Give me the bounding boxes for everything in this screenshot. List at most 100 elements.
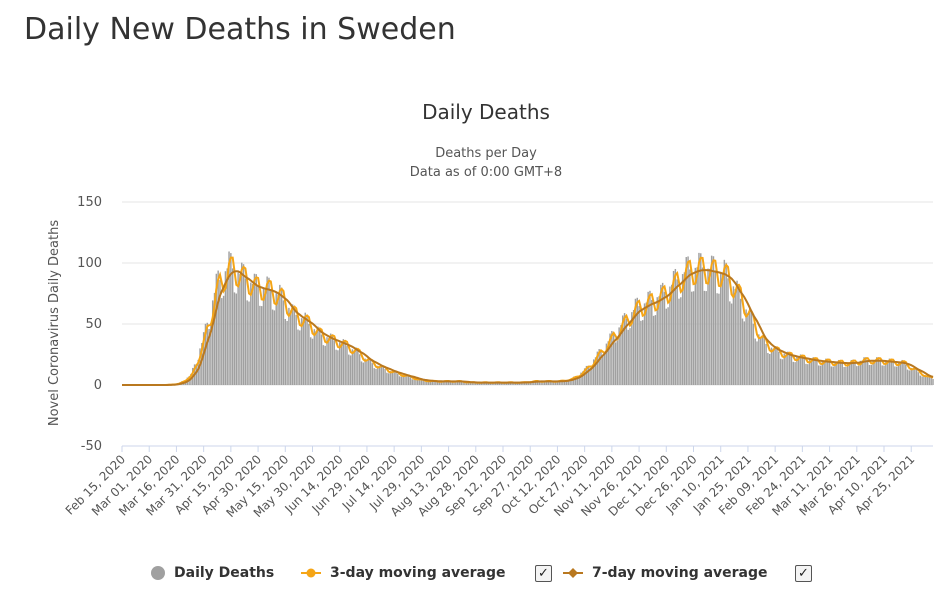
daily-deaths-bar bbox=[485, 382, 488, 385]
daily-deaths-bar bbox=[219, 279, 221, 385]
daily-deaths-bar bbox=[649, 290, 651, 385]
daily-deaths-bar bbox=[600, 350, 602, 385]
checkbox-7day-average[interactable]: ✓ bbox=[795, 565, 812, 582]
daily-deaths-bar bbox=[213, 292, 216, 385]
daily-deaths-bar bbox=[373, 368, 375, 385]
daily-deaths-bar bbox=[848, 362, 851, 385]
daily-deaths-bar bbox=[752, 323, 755, 385]
daily-deaths-bar bbox=[280, 287, 283, 385]
daily-deaths-bar bbox=[768, 353, 771, 385]
daily-deaths-bar bbox=[803, 358, 805, 385]
daily-deaths-bar bbox=[275, 293, 277, 385]
daily-deaths-bar bbox=[406, 375, 408, 385]
daily-deaths-bar bbox=[533, 380, 535, 385]
daily-deaths-bar bbox=[514, 382, 517, 385]
daily-deaths-bar bbox=[475, 382, 477, 385]
daily-deaths-bar bbox=[620, 325, 622, 385]
daily-deaths-bar bbox=[923, 375, 925, 385]
daily-deaths-bar bbox=[714, 270, 717, 385]
daily-deaths-bar bbox=[932, 378, 934, 385]
daily-deaths-bar bbox=[574, 376, 577, 385]
daily-deaths-bar bbox=[391, 371, 394, 385]
daily-deaths-bar bbox=[718, 293, 720, 385]
daily-deaths-bar bbox=[787, 351, 789, 385]
daily-deaths-bar bbox=[551, 381, 553, 385]
daily-deaths-bar bbox=[756, 341, 758, 385]
daily-deaths-bar bbox=[242, 264, 245, 385]
checkbox-3day-average[interactable]: ✓ bbox=[535, 565, 552, 582]
daily-deaths-bar bbox=[487, 382, 490, 385]
daily-deaths-bar bbox=[917, 372, 920, 385]
daily-deaths-bar bbox=[687, 256, 689, 385]
daily-deaths-bar bbox=[640, 320, 642, 385]
daily-deaths-bar bbox=[429, 381, 432, 385]
daily-deaths-bar bbox=[248, 301, 250, 385]
daily-deaths-bar bbox=[788, 352, 791, 385]
daily-deaths-bar bbox=[348, 354, 350, 385]
daily-deaths-bar bbox=[705, 291, 707, 385]
daily-deaths-bar bbox=[260, 306, 263, 385]
daily-deaths-bar bbox=[415, 378, 417, 385]
daily-deaths-bar bbox=[563, 381, 566, 385]
daily-deaths-bar bbox=[723, 259, 726, 385]
daily-deaths-bar bbox=[324, 345, 326, 385]
daily-deaths-bar bbox=[808, 359, 811, 385]
daily-deaths-bar bbox=[300, 318, 303, 385]
daily-deaths-bar bbox=[651, 299, 653, 385]
daily-deaths-bar bbox=[320, 334, 323, 385]
daily-deaths-bar bbox=[645, 302, 648, 385]
daily-deaths-bar bbox=[545, 380, 548, 385]
daily-deaths-bar bbox=[239, 274, 241, 385]
daily-deaths-bar bbox=[371, 363, 374, 385]
daily-deaths-bar bbox=[828, 361, 831, 385]
daily-deaths-bar bbox=[854, 361, 856, 385]
daily-deaths-bar bbox=[529, 381, 531, 385]
daily-deaths-bar bbox=[676, 279, 678, 385]
daily-deaths-bar bbox=[707, 268, 709, 385]
daily-deaths-bar bbox=[253, 273, 256, 385]
daily-deaths-bar bbox=[925, 376, 927, 385]
daily-deaths-bar bbox=[273, 310, 276, 385]
daily-deaths-bar bbox=[329, 333, 332, 385]
daily-deaths-bar bbox=[357, 349, 359, 385]
daily-deaths-bar bbox=[612, 334, 615, 385]
daily-deaths-bar bbox=[417, 379, 419, 385]
daily-deaths-bar bbox=[734, 289, 736, 385]
daily-deaths-bar bbox=[638, 306, 640, 385]
daily-deaths-bar bbox=[451, 381, 453, 385]
daily-deaths-bar bbox=[338, 342, 341, 385]
daily-deaths-bar bbox=[681, 274, 684, 385]
daily-deaths-bar bbox=[839, 359, 842, 385]
daily-deaths-bar bbox=[195, 364, 198, 385]
daily-deaths-bar bbox=[469, 382, 472, 385]
daily-deaths-bar bbox=[317, 326, 319, 385]
daily-deaths-bar bbox=[476, 382, 479, 385]
legend-item-7day-average[interactable]: 7-day moving average bbox=[562, 562, 768, 584]
daily-deaths-bar bbox=[444, 380, 446, 385]
daily-deaths-bar bbox=[511, 382, 513, 385]
daily-deaths-bar bbox=[895, 366, 898, 385]
daily-deaths-bar bbox=[899, 362, 902, 385]
daily-deaths-bar bbox=[473, 382, 475, 385]
daily-deaths-bar bbox=[404, 375, 406, 385]
daily-deaths-bar bbox=[850, 359, 853, 385]
daily-deaths-bar bbox=[397, 373, 399, 385]
legend-item-3day-average[interactable]: 3-day moving average bbox=[300, 562, 506, 584]
daily-deaths-bar bbox=[558, 380, 560, 385]
daily-deaths-bar bbox=[202, 332, 205, 385]
daily-deaths-bar bbox=[527, 382, 530, 385]
daily-deaths-bar bbox=[754, 338, 756, 385]
daily-deaths-bar bbox=[222, 295, 225, 385]
daily-deaths-bar bbox=[259, 305, 261, 385]
daily-deaths-bar bbox=[513, 382, 515, 385]
daily-deaths-bar bbox=[422, 380, 424, 385]
daily-deaths-bar bbox=[366, 359, 368, 385]
daily-deaths-bar bbox=[914, 368, 916, 385]
daily-deaths-bar bbox=[460, 381, 463, 385]
daily-deaths-bar bbox=[282, 300, 285, 385]
legend-item-daily-deaths[interactable]: Daily Deaths bbox=[150, 562, 274, 584]
daily-deaths-bar bbox=[226, 268, 228, 385]
daily-deaths-bar bbox=[241, 262, 243, 385]
daily-deaths-bar bbox=[525, 382, 528, 385]
daily-deaths-bar bbox=[288, 307, 290, 385]
